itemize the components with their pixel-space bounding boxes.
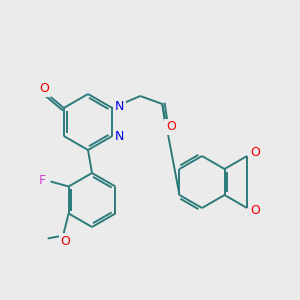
Text: O: O — [250, 205, 260, 218]
Text: N: N — [115, 100, 124, 113]
Text: F: F — [39, 174, 46, 187]
Text: O: O — [250, 146, 260, 160]
Text: O: O — [61, 235, 70, 248]
Text: O: O — [166, 121, 176, 134]
Text: N: N — [115, 130, 124, 143]
Text: O: O — [39, 82, 49, 95]
